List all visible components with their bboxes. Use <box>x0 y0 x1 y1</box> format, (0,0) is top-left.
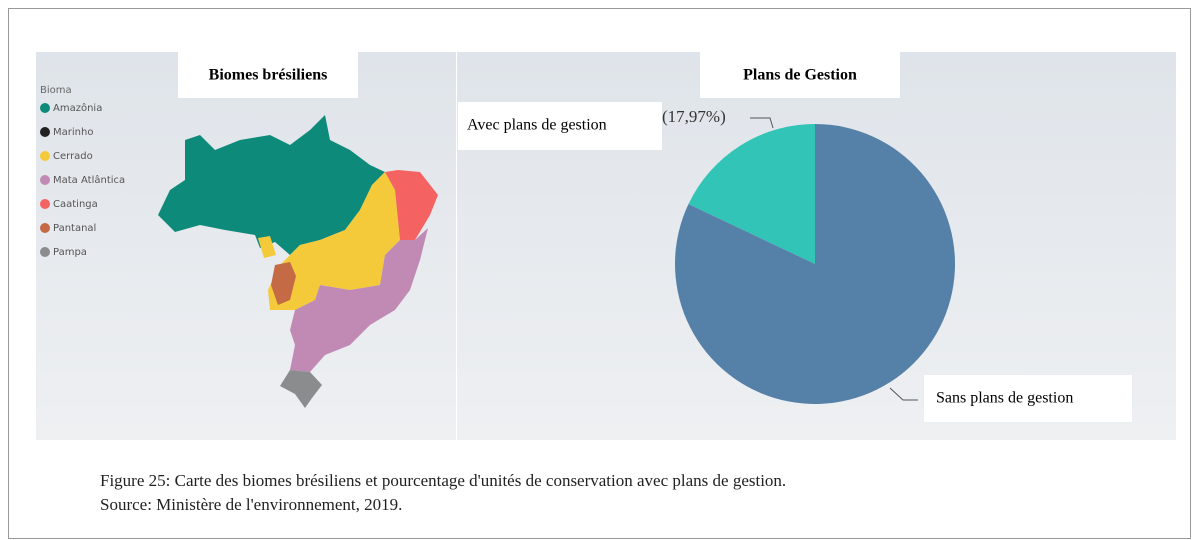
value-label: (17,97%) <box>662 107 726 126</box>
legend-marker <box>40 151 50 161</box>
legend-label: Pampa <box>53 247 87 258</box>
legend-marker <box>40 199 50 209</box>
legend-marker <box>40 127 50 137</box>
category-label: Sans plans de gestion <box>936 390 1073 407</box>
category-label: Avec plans de gestion <box>467 117 607 134</box>
map-title: Biomes brésiliens <box>209 67 328 84</box>
legend-label: Pantanal <box>53 223 96 234</box>
legend-title: Bioma <box>40 85 72 96</box>
legend-marker <box>40 223 50 233</box>
caption-line: Figure 25: Carte des biomes brésiliens e… <box>100 471 786 490</box>
legend-label: Cerrado <box>53 151 93 162</box>
caption-line: Source: Ministère de l'environnement, 20… <box>100 495 402 514</box>
legend-label: Mata Atlântica <box>53 174 125 186</box>
legend-marker <box>40 247 50 257</box>
legend-marker <box>40 103 50 113</box>
legend-label: Amazônia <box>53 102 102 114</box>
legend-marker <box>40 175 50 185</box>
figure: Biomes brésiliens Bioma Amazônia Marinho C… <box>0 0 1200 540</box>
page: { "map": { "title": "Biomes brésiliens",… <box>0 0 1200 540</box>
legend-label: Caatinga <box>53 199 98 210</box>
legend-label: Marinho <box>53 127 93 138</box>
pie-title: Plans de Gestion <box>743 67 857 84</box>
